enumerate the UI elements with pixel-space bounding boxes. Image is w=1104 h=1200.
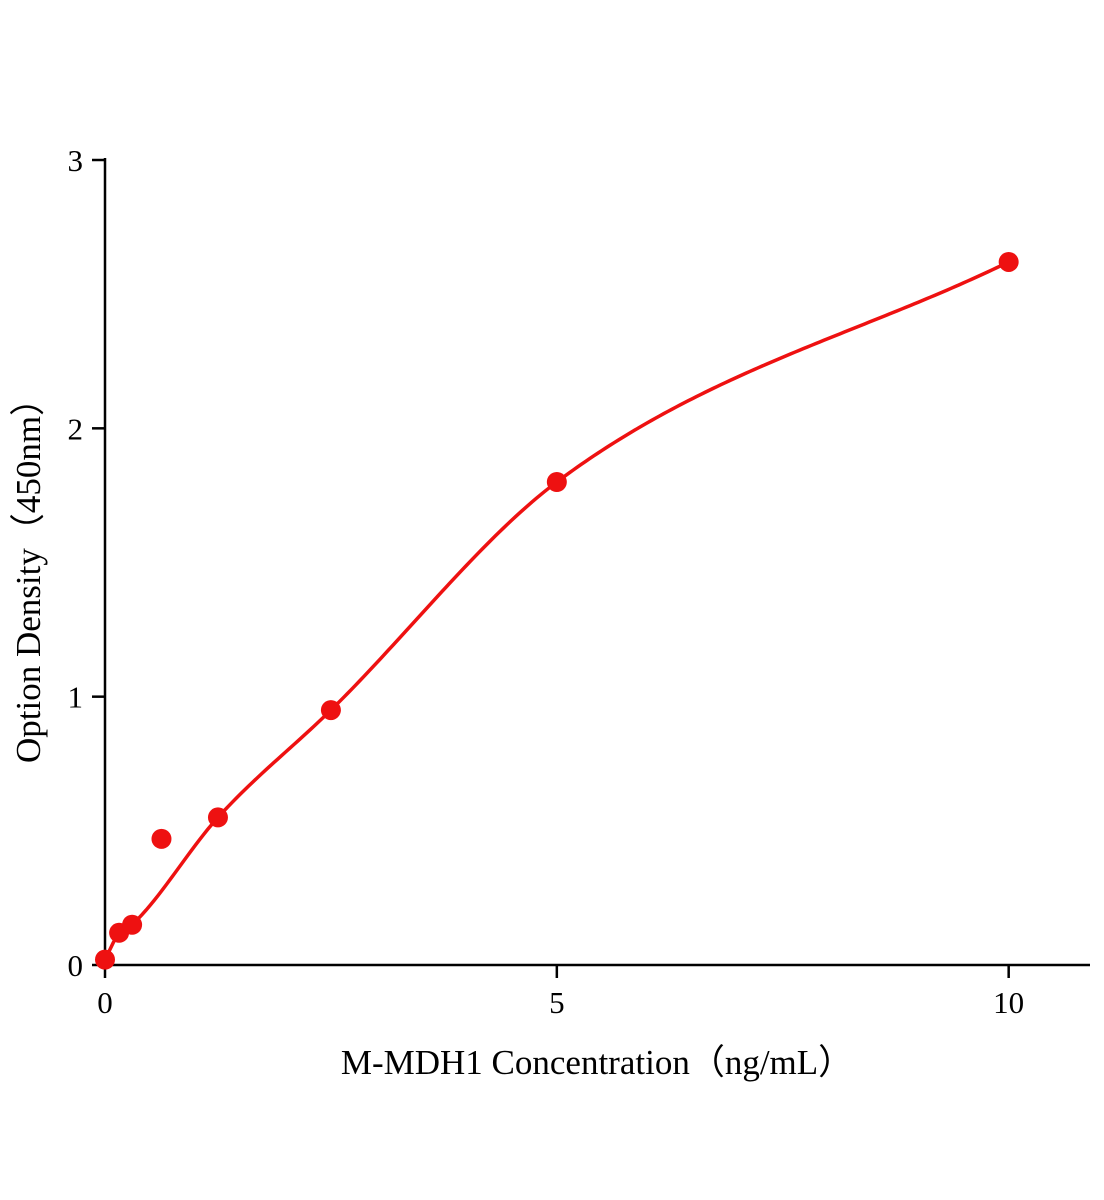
y-axis-label: Option Density（450nm） bbox=[9, 381, 48, 763]
fit-curve bbox=[103, 260, 1011, 962]
data-point bbox=[151, 828, 172, 849]
data-point bbox=[546, 472, 567, 492]
y-tick-label: 3 bbox=[68, 143, 84, 178]
plot-area: 0 5 10 0 1 2 3 bbox=[68, 143, 1090, 1020]
data-point bbox=[95, 949, 115, 970]
data-point bbox=[998, 251, 1019, 272]
data-point bbox=[320, 700, 341, 721]
data-point bbox=[207, 807, 228, 828]
data-point bbox=[122, 914, 143, 935]
axes bbox=[103, 158, 1090, 967]
y-tick-label: 2 bbox=[68, 411, 84, 446]
x-tick-label: 5 bbox=[549, 985, 565, 1020]
x-axis-label: M-MDH1 Concentration（ng/mL） bbox=[341, 1043, 853, 1082]
y-tick-label: 0 bbox=[68, 948, 84, 983]
y-tick-label: 1 bbox=[68, 680, 84, 715]
x-tick-label: 10 bbox=[993, 985, 1024, 1020]
x-tick-label: 0 bbox=[97, 985, 113, 1020]
